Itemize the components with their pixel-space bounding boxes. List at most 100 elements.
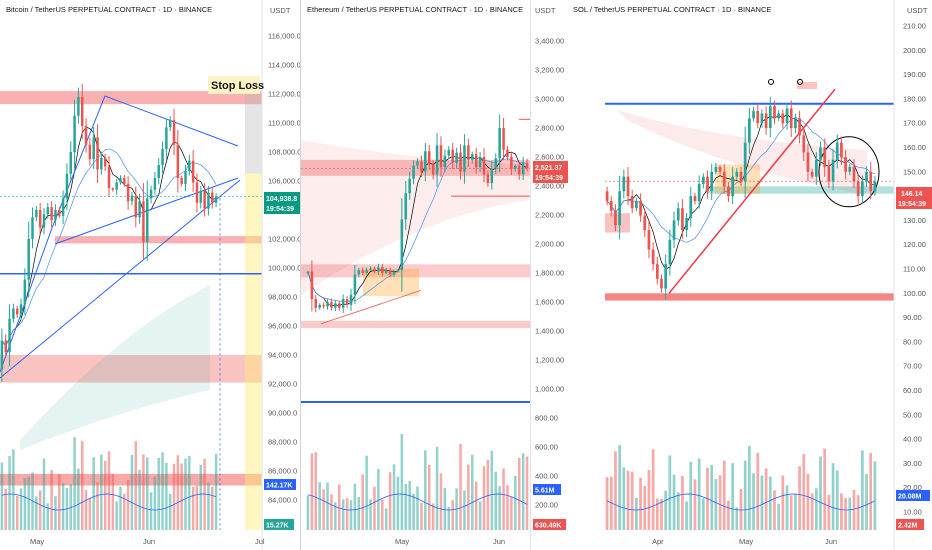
eth-chart-svg[interactable]: May Jun Ethereum / TetherUS PERPETUAL CON… (301, 0, 567, 550)
eth-volume-bar (392, 464, 396, 530)
sol-volume-bar (639, 477, 642, 530)
eth-xtick-label: May (395, 537, 409, 546)
eth-volume-bar (471, 454, 474, 530)
sol-candle-body (693, 196, 697, 201)
eth-volume-bar (384, 508, 388, 530)
sol-volume-bar (743, 460, 747, 530)
sol-chart-panel[interactable]: 210.00 200.00 190.00 180.00 170.00 160.00 150.… (567, 0, 932, 550)
sol-ytick-label: 200.00 (903, 46, 926, 55)
eth-volume-ma-line (307, 493, 528, 511)
sol-candle-body (618, 191, 622, 226)
btc-demand-zone (0, 355, 262, 383)
sol-candle-body (635, 200, 638, 209)
eth-price-axis-svg[interactable]: 3,400.00 3,200.00 3,000.00 2,800.00 2,600.00… (531, 0, 568, 550)
sol-candle-body (764, 113, 768, 129)
sol-candle-body (605, 191, 609, 201)
eth-volume-value: 630.49K (535, 523, 561, 530)
btc-ytick-label: 106,000.0 (268, 177, 300, 186)
sol-volume-bar (848, 497, 852, 530)
btc-candle-body (103, 157, 107, 167)
btc-volume-bar (23, 477, 27, 530)
btc-volume-bar (149, 492, 153, 530)
sol-chart-svg[interactable]: 210.00 200.00 190.00 180.00 170.00 160.00 150.… (567, 0, 932, 550)
eth-candle-body (447, 149, 451, 156)
sol-volume-bar (823, 448, 827, 530)
btc-volume-bar (12, 449, 15, 530)
eth-ytick-label: 3,400.00 (535, 37, 564, 46)
eth-volume-bar (396, 476, 400, 530)
eth-candle-body (416, 161, 419, 166)
btc-volume-badge: 15.27K (264, 519, 294, 530)
eth-candle-body (420, 161, 423, 172)
btc-candle-body (126, 183, 130, 202)
sol-candle-body (701, 176, 705, 184)
eth-candle-body (439, 145, 443, 168)
btc-volume-bar (19, 488, 23, 530)
btc-candle-body (134, 195, 138, 218)
eth-ytick-label: 2,000.00 (535, 240, 564, 249)
eth-candle-body (349, 294, 353, 305)
eth-candle-body (334, 303, 337, 308)
eth-candle-body (314, 299, 318, 308)
eth-candle-body (506, 149, 509, 157)
btc-volume-bar (73, 437, 76, 530)
sol-volume-bar (614, 451, 617, 530)
btc-ytick-label: 100,000.0 (268, 264, 300, 273)
btc-candle-body (42, 214, 46, 228)
eth-candle-body (341, 299, 345, 308)
sol-candle-body (819, 147, 822, 160)
eth-price-axis[interactable]: 3,400.00 3,200.00 3,000.00 2,800.00 2,600.00… (530, 0, 568, 550)
btc-candle-body (92, 137, 95, 160)
sol-volume-bar (798, 466, 801, 530)
btc-candle-body (58, 210, 61, 216)
sol-candle-body (727, 186, 730, 197)
sol-candle-body (668, 239, 672, 265)
eth-candle-body (431, 164, 435, 175)
eth-volume-bar (451, 500, 454, 530)
eth-candle-body (369, 268, 372, 271)
btc-candle-body (153, 178, 157, 190)
btc-candle-body (31, 217, 34, 239)
sol-candle-body (773, 106, 776, 119)
btc-ytick-label: 98,000.0 (268, 293, 297, 302)
eth-xtick-label: Jun (493, 537, 505, 546)
eth-volume-bar (478, 501, 482, 530)
sol-candle-body (689, 196, 693, 218)
btc-chart-svg[interactable]: 116,000.0 114,000.0 112,000.0 110,000.0 108,… (0, 0, 300, 550)
sol-volume-bar (718, 475, 722, 530)
sol-candle-body (614, 210, 617, 226)
eth-ytick-label: 2,600.00 (535, 153, 564, 162)
sol-volume-bar (865, 473, 868, 530)
btc-candle-body (111, 188, 115, 190)
sol-volume-bar (731, 463, 734, 530)
sol-volume-bar (835, 470, 839, 530)
btc-volume-bar (176, 455, 180, 530)
btc-chart-panel[interactable]: 116,000.0 114,000.0 112,000.0 110,000.0 108,… (0, 0, 300, 550)
btc-volume-bar (146, 457, 149, 530)
btc-target-zone (245, 173, 262, 530)
btc-candle-body (38, 210, 42, 228)
btc-support-zone (55, 236, 262, 244)
btc-candle-body (142, 201, 145, 242)
eth-resistance-zone (301, 159, 531, 176)
btc-candle-body (35, 210, 38, 218)
sol-left-zone (605, 213, 630, 233)
sol-volume-bar (630, 471, 634, 530)
sol-volume-ma-badge: 20.08M (896, 490, 930, 501)
btc-volume-bar (165, 462, 168, 530)
eth-chart-panel[interactable]: May Jun Ethereum / TetherUS PERPETUAL CON… (301, 0, 567, 550)
eth-candle-body (443, 155, 447, 168)
eth-candle-body (478, 157, 482, 168)
btc-candle-body (184, 170, 187, 184)
sol-volume-bar (814, 488, 818, 530)
eth-candle-body (474, 154, 478, 168)
btc-xtick-label: Jul (255, 537, 265, 546)
btc-volume-bar (8, 456, 11, 530)
sol-top-marker (768, 78, 774, 85)
sol-candle-body (622, 176, 626, 192)
eth-candle-body (455, 152, 458, 163)
btc-candle-body (115, 182, 118, 190)
btc-volume-bar (4, 488, 7, 530)
btc-candle-body (172, 120, 176, 145)
sol-volume-bar (672, 474, 676, 530)
